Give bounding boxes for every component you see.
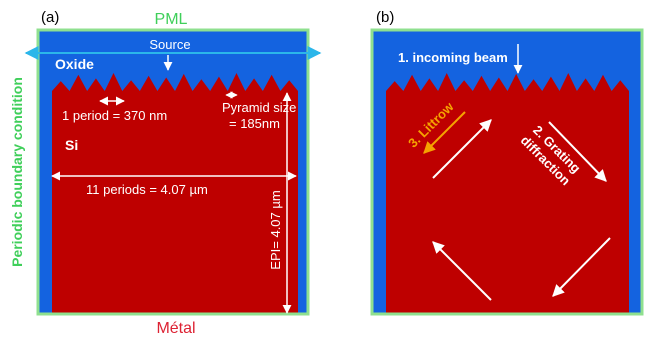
pyramid-size-label-1: Pyramid size	[222, 100, 296, 115]
silicon-region-b	[386, 73, 629, 313]
incoming-beam-label: 1. incoming beam	[398, 50, 508, 65]
panel-b-tag: (b)	[376, 9, 394, 26]
panel-b: (b) 1. incoming beam 3. Littrow 2. Grati…	[370, 9, 644, 316]
diffraction-arrow-up-right	[432, 119, 492, 179]
oxide-label: Oxide	[55, 56, 94, 72]
periods-label: 11 periods = 4.07 µm	[86, 182, 208, 197]
si-label: Si	[65, 137, 78, 153]
panel-a-tag: (a)	[41, 9, 59, 26]
pml-label: PML	[155, 11, 188, 28]
periodic-boundary-label: Periodic boundary condition	[9, 77, 25, 267]
period-label: 1 period = 370 nm	[62, 108, 167, 123]
epi-label: EPI= 4.07 µm	[268, 190, 283, 269]
diffraction-arrow-down-left	[552, 237, 611, 297]
silicon-region-a	[52, 73, 298, 313]
diffraction-arrow-down-right	[548, 121, 607, 182]
metal-label: Métal	[156, 320, 195, 337]
littrow-arrow	[423, 111, 466, 154]
pyramid-size-label-2: = 185nm	[229, 116, 280, 131]
diffraction-arrow-up-left	[432, 241, 492, 301]
panel-a: (a) PML Source Oxide 1 period = 370 nm P…	[9, 9, 322, 337]
source-label: Source	[149, 37, 190, 52]
